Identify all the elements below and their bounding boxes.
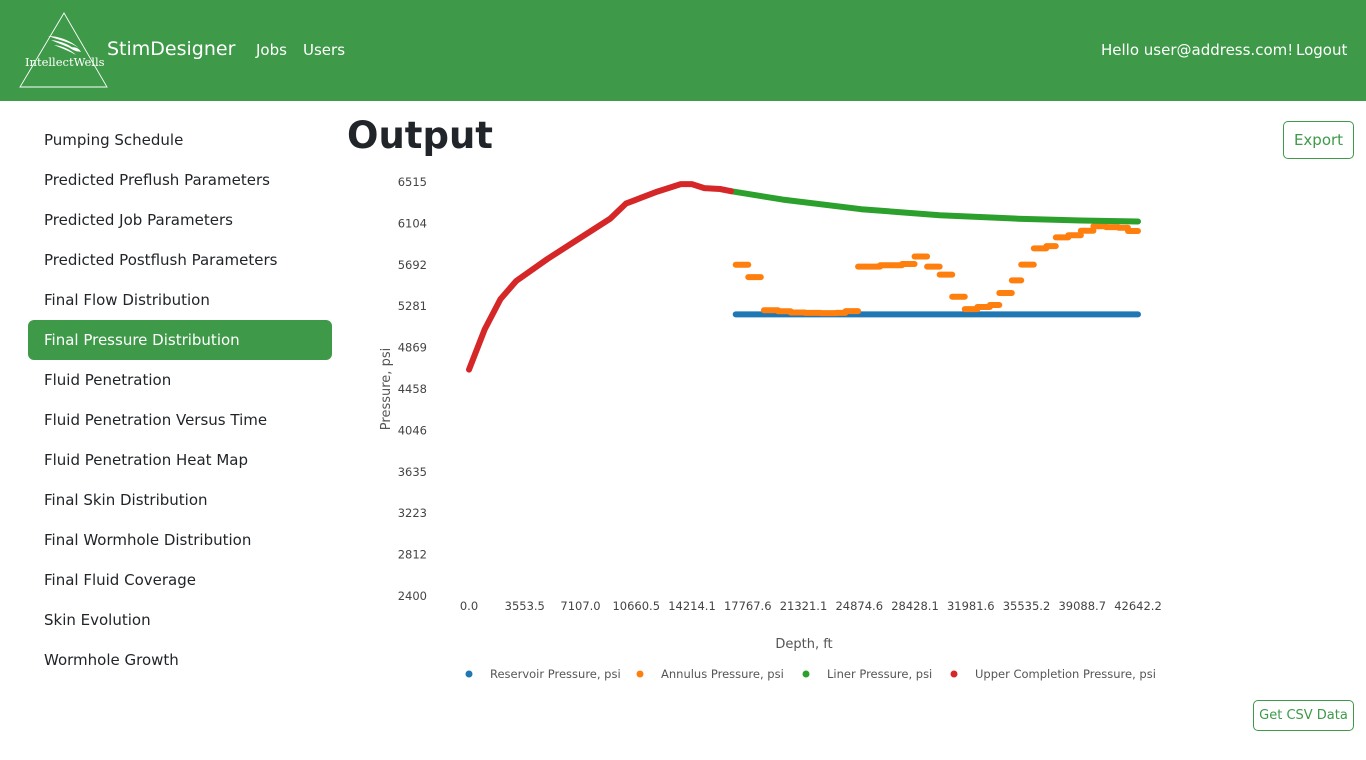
x-tick-label: 21321.1 (780, 599, 828, 613)
sidebar-item-fluid-penetration[interactable]: Fluid Penetration (44, 371, 172, 389)
series-2 (732, 223, 1141, 317)
sidebar-item-predicted-preflush-parameters[interactable]: Predicted Preflush Parameters (44, 171, 270, 189)
y-tick-label: 3223 (398, 506, 427, 520)
x-tick-label: 24874.6 (835, 599, 883, 613)
y-tick-label: 5692 (398, 258, 427, 272)
sidebar-item-fluid-penetration-versus-time[interactable]: Fluid Penetration Versus Time (44, 411, 268, 429)
series-3 (728, 188, 1141, 225)
sidebar-item-pumping-schedule[interactable]: Pumping Schedule (44, 131, 184, 149)
series-layer (466, 181, 1141, 373)
x-tick-label: 10660.5 (612, 599, 660, 613)
x-tick-label: 35535.2 (1003, 599, 1051, 613)
legend-label[interactable]: Annulus Pressure, psi (661, 667, 784, 681)
series-line (728, 188, 1141, 225)
x-tick-label: 31981.6 (947, 599, 995, 613)
sidebar-item-fluid-penetration-heat-map[interactable]: Fluid Penetration Heat Map (44, 451, 248, 469)
sidebar-item-predicted-job-parameters[interactable]: Predicted Job Parameters (44, 211, 233, 229)
x-tick-label: 7107.0 (560, 599, 600, 613)
x-axis-ticks: 0.0 3553.5 7107.0 10660.5 14214.1 17767.6 2132… (460, 599, 1162, 613)
legend-label[interactable]: Reservoir Pressure, psi (490, 667, 621, 681)
y-axis-label: Pressure, psi (379, 348, 394, 430)
intellectwells-logo[interactable] (18, 10, 110, 90)
legend-marker (950, 670, 958, 678)
sidebar-item-final-fluid-coverage[interactable]: Final Fluid Coverage (44, 571, 196, 589)
nav-users-link[interactable]: Users (303, 41, 346, 59)
y-tick-label: 4869 (398, 341, 427, 355)
chart-legend: Reservoir Pressure, psi Annulus Pressure,… (465, 667, 1156, 681)
sidebar-item-final-flow-distribution[interactable]: Final Flow Distribution (44, 291, 210, 309)
sidebar-item-wormhole-growth[interactable]: Wormhole Growth (44, 651, 179, 669)
y-tick-label: 4458 (398, 382, 427, 396)
y-tick-label: 5281 (398, 299, 427, 313)
series-4 (466, 181, 734, 373)
sidebar-item-final-wormhole-distribution[interactable]: Final Wormhole Distribution (44, 531, 252, 549)
y-tick-label: 6104 (398, 216, 427, 230)
app-name[interactable]: StimDesigner (107, 38, 236, 60)
user-greeting: Hello user@address.com! (1101, 41, 1294, 59)
export-button[interactable]: Export (1283, 121, 1354, 159)
y-tick-label: 2812 (398, 548, 427, 562)
legend-label[interactable]: Liner Pressure, psi (827, 667, 932, 681)
x-tick-label: 39088.7 (1058, 599, 1106, 613)
x-tick-label: 28428.1 (891, 599, 939, 613)
x-tick-label: 14214.1 (668, 599, 716, 613)
x-tick-label: 3553.5 (505, 599, 545, 613)
legend-marker (465, 670, 473, 678)
y-axis-ticks: 6515 6104 5692 5281 4869 4458 4046 3635 3223 2812… (398, 175, 427, 603)
logout-link[interactable]: Logout (1296, 41, 1348, 59)
sidebar-item-final-skin-distribution[interactable]: Final Skin Distribution (44, 491, 208, 509)
series-line (466, 181, 734, 373)
legend-marker (802, 670, 810, 678)
x-tick-label: 42642.2 (1114, 599, 1162, 613)
nav-jobs-link[interactable]: Jobs (256, 41, 287, 59)
y-tick-label: 4046 (398, 423, 427, 437)
x-tick-label: 0.0 (460, 599, 478, 613)
sidebar-item-final-pressure-distribution[interactable]: Final Pressure Distribution (28, 320, 332, 360)
sidebar-item-skin-evolution[interactable]: Skin Evolution (44, 611, 151, 629)
y-tick-label: 6515 (398, 175, 427, 189)
y-tick-label: 2400 (398, 589, 427, 603)
get-csv-data-button[interactable]: Get CSV Data (1253, 700, 1354, 731)
x-tick-label: 17767.6 (724, 599, 772, 613)
page-title: Output (347, 114, 493, 157)
y-tick-label: 3635 (398, 465, 427, 479)
sidebar-item-predicted-postflush-parameters[interactable]: Predicted Postflush Parameters (44, 251, 278, 269)
legend-marker (636, 670, 644, 678)
logo-text: IntellectWells (25, 55, 105, 69)
x-axis-label: Depth, ft (775, 637, 832, 652)
legend-label[interactable]: Upper Completion Pressure, psi (975, 667, 1156, 681)
top-navbar: IntellectWells StimDesigner Jobs Users H… (0, 0, 1366, 101)
